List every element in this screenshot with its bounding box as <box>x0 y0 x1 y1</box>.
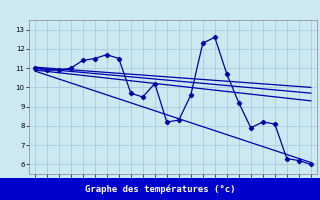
Text: Graphe des températures (°c): Graphe des températures (°c) <box>85 184 235 194</box>
